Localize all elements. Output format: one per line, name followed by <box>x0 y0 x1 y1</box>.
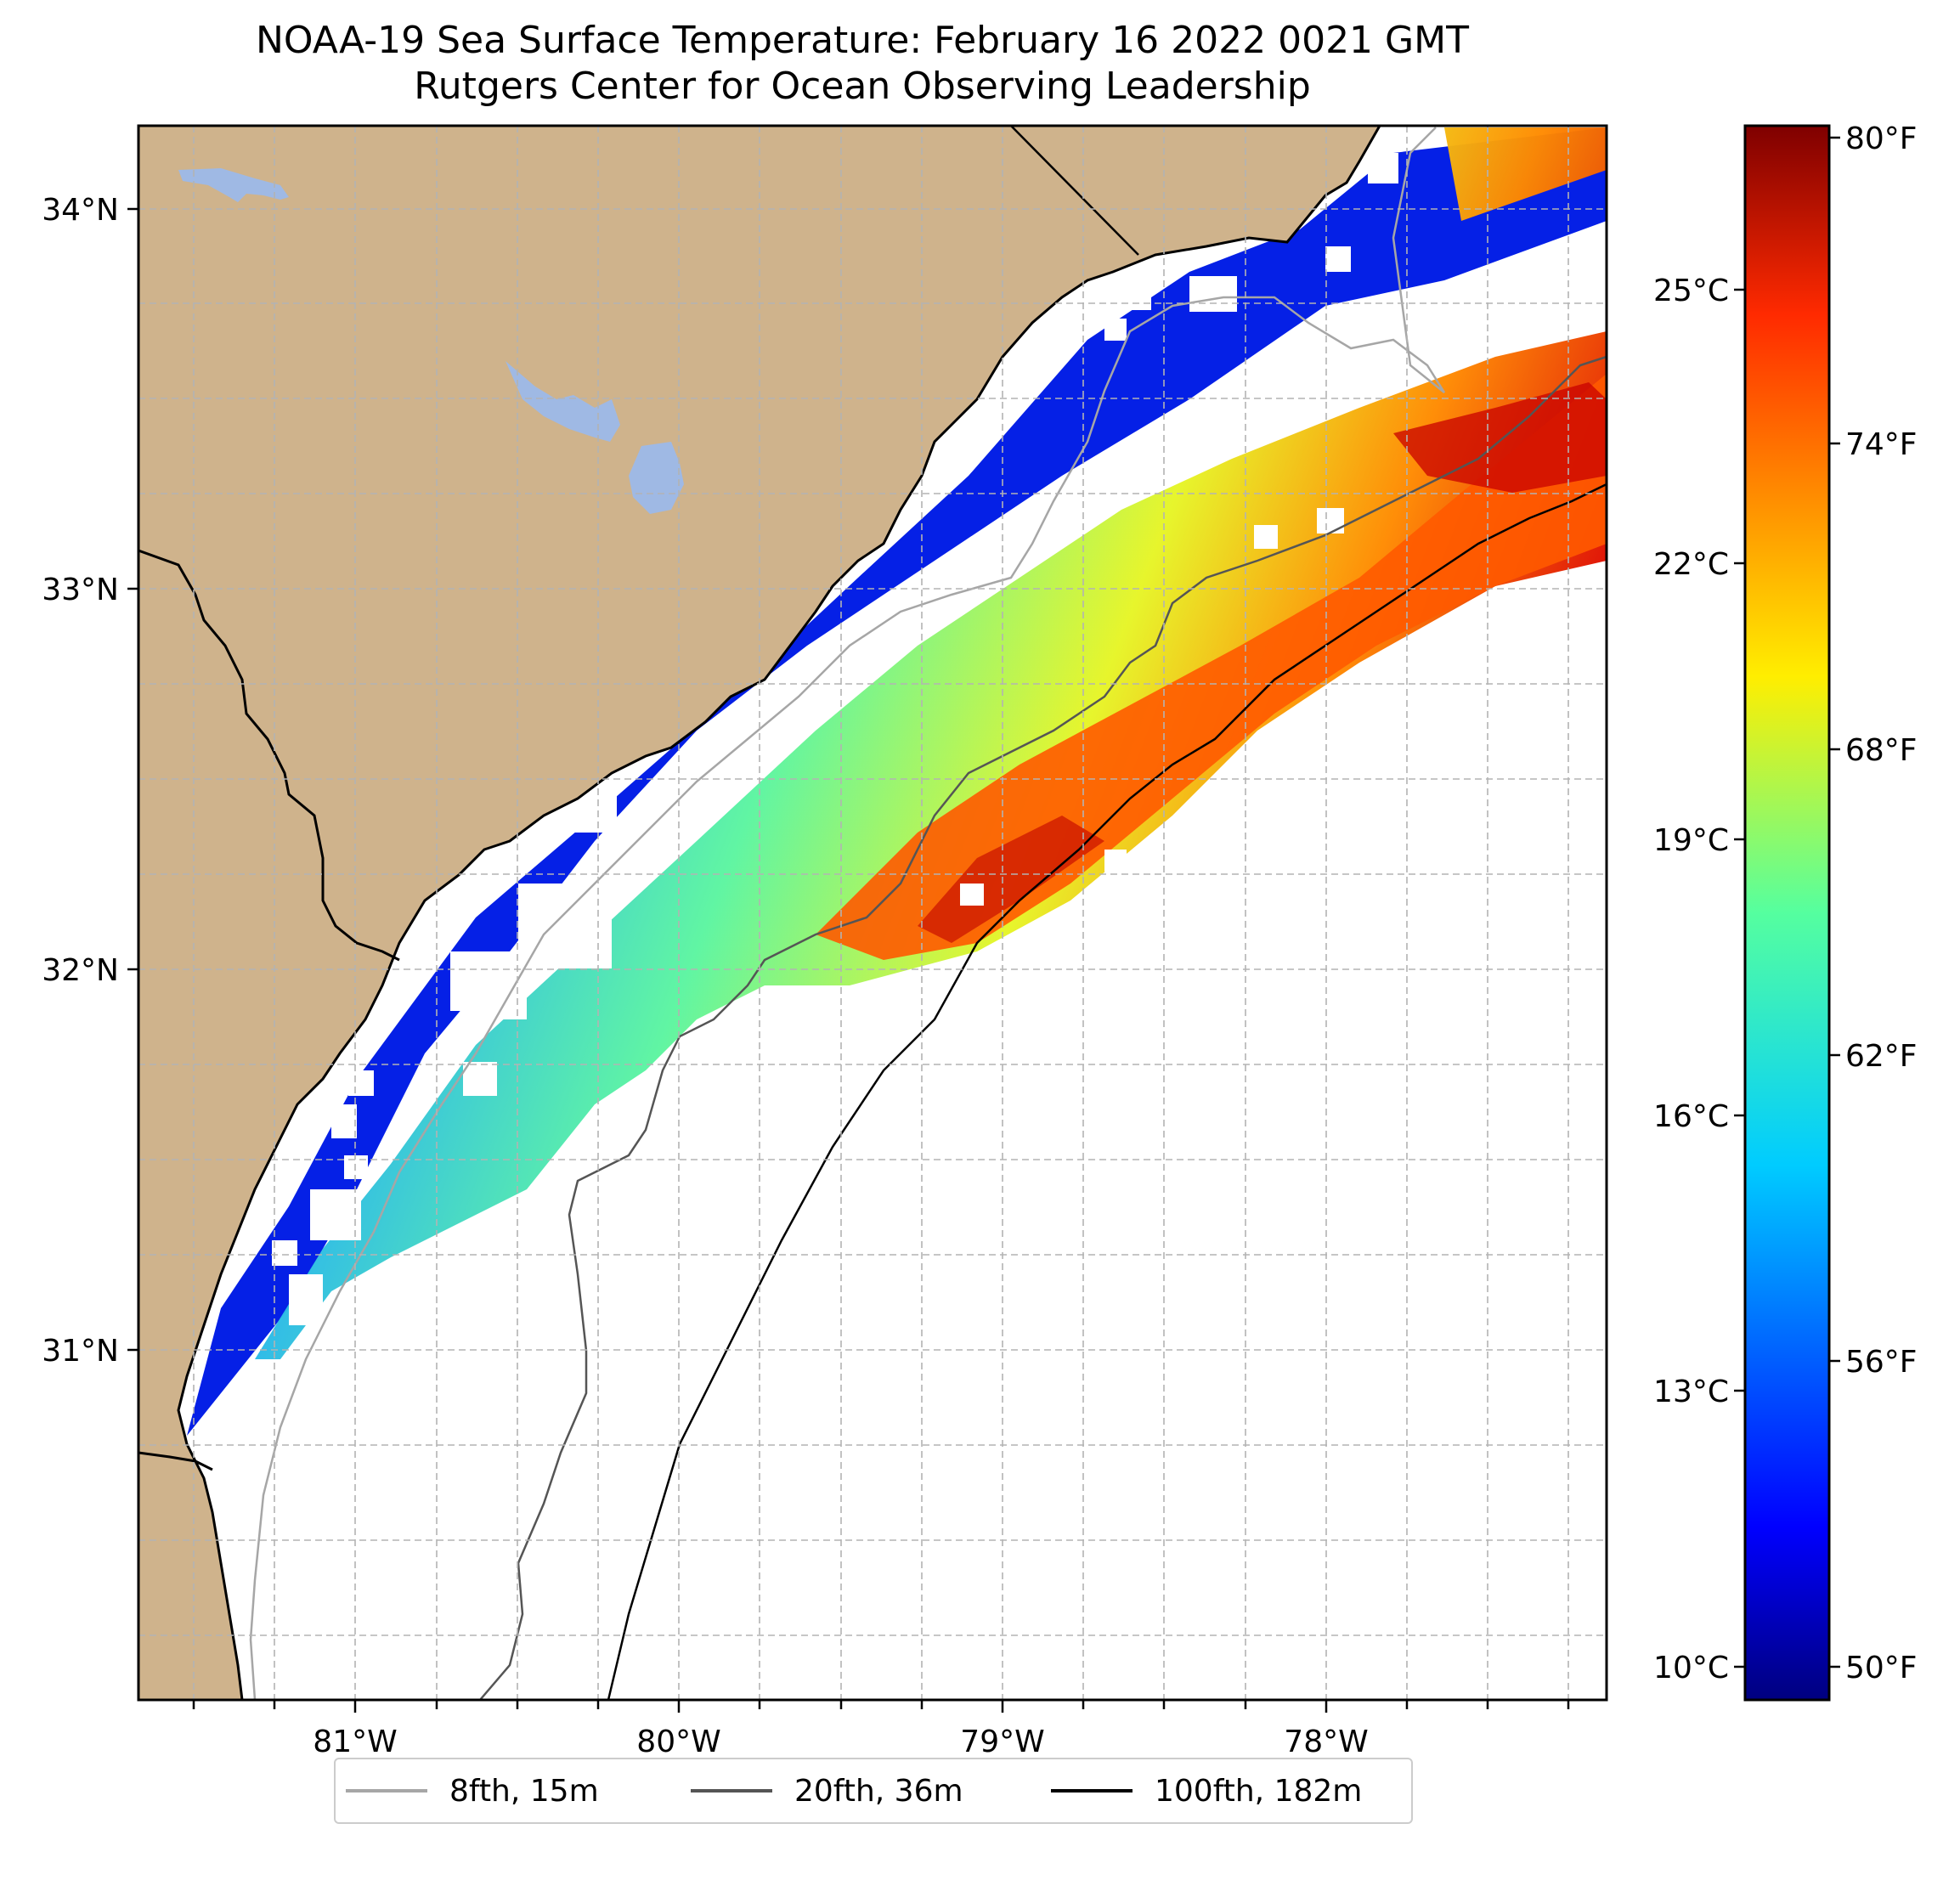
sst-cold-band <box>187 127 1607 1436</box>
lake-moultrie <box>506 361 620 442</box>
colorbar-label-19c: 19°C <box>1653 823 1729 858</box>
colorbar-label-22c: 22°C <box>1653 547 1729 582</box>
map-title: NOAA-19 Sea Surface Temperature: Februar… <box>256 19 1469 62</box>
colorbar-fahrenheit-ticks <box>1829 136 1840 1668</box>
legend-label-20fth: 20fth, 36m <box>794 1773 963 1809</box>
map-panel <box>138 126 1607 1700</box>
lat-label-33n: 33°N <box>42 573 119 607</box>
sst-plume <box>255 127 1607 1359</box>
legend-line-8fth <box>346 1789 427 1792</box>
isobath-legend: 8fth, 15m 20fth, 36m 100fth, 182m <box>334 1758 1413 1824</box>
legend-label-100fth: 100fth, 182m <box>1155 1773 1363 1809</box>
colorbar-label-56f: 56°F <box>1845 1345 1918 1380</box>
map-frame <box>137 124 1608 1702</box>
lat-label-32n: 32°N <box>42 953 119 988</box>
lat-label-34n: 34°N <box>42 193 119 228</box>
colorbar-label-10c: 10°C <box>1653 1651 1729 1685</box>
colorbar-label-62f: 62°F <box>1845 1039 1918 1074</box>
colorbar-label-16c: 16°C <box>1653 1099 1729 1134</box>
gridlines <box>138 126 1607 1700</box>
sst-warm-core <box>816 374 1607 960</box>
lake-marion <box>178 168 289 202</box>
legend-item-100fth: 100fth, 182m <box>1051 1759 1362 1822</box>
lake-moultrie-south <box>629 442 684 514</box>
colorbar-label-50f: 50°F <box>1845 1651 1918 1685</box>
map-subtitle: Rutgers Center for Ocean Observing Leade… <box>414 65 1311 108</box>
axis-ticks <box>127 207 1570 1713</box>
legend-item-8fth: 8fth, 15m <box>346 1759 599 1822</box>
colorbar-label-25c: 25°C <box>1653 274 1729 308</box>
isobath-20fth <box>479 355 1607 1700</box>
legend-line-100fth <box>1051 1789 1133 1792</box>
lon-label-78w: 78°W <box>1284 1725 1368 1759</box>
land-mass <box>138 126 1381 1700</box>
lon-label-79w: 79°W <box>960 1725 1044 1759</box>
lon-label-81w: 81°W <box>313 1725 397 1759</box>
sst-hot-streak <box>918 816 1104 943</box>
lat-label-31n: 31°N <box>42 1334 119 1369</box>
colorbar-label-80f: 80°F <box>1845 121 1918 156</box>
legend-item-20fth: 20fth, 36m <box>691 1759 963 1822</box>
colorbar <box>1743 124 1831 1702</box>
legend-line-20fth <box>691 1789 772 1792</box>
isobath-100fth <box>607 483 1607 1700</box>
legend-label-8fth: 8fth, 15m <box>449 1773 599 1809</box>
isobath-8fth <box>249 127 1446 1700</box>
colorbar-label-13c: 13°C <box>1653 1375 1729 1409</box>
state-border-south <box>138 1451 213 1471</box>
nc-sc-border <box>1010 126 1139 256</box>
lon-label-80w: 80°W <box>636 1725 720 1759</box>
colorbar-label-74f: 74°F <box>1845 427 1918 462</box>
state-border <box>138 549 400 962</box>
cloud-mask <box>272 153 1398 1325</box>
colorbar-celsius-ticks <box>1734 288 1745 1668</box>
colorbar-label-68f: 68°F <box>1845 733 1918 768</box>
sst-hot-patch <box>1393 382 1607 493</box>
